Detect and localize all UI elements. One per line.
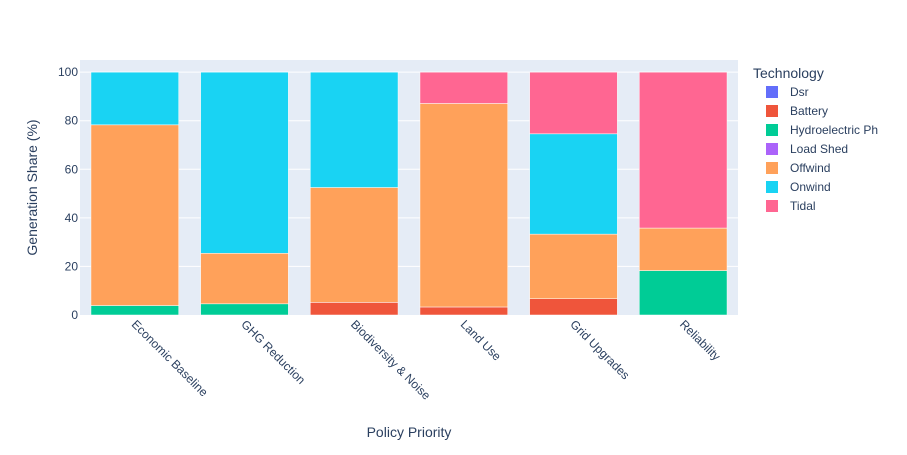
legend-swatch[interactable] <box>766 86 778 98</box>
legend-swatch[interactable] <box>766 124 778 136</box>
y-axis-title: Generation Share (%) <box>24 119 40 255</box>
legend-swatch[interactable] <box>766 143 778 155</box>
x-tick-label: Biodiversity & Noise <box>348 317 434 403</box>
bar-segment <box>529 133 618 235</box>
y-tick-label: 60 <box>65 162 79 176</box>
legend-item-label[interactable]: Offwind <box>790 161 830 175</box>
legend: Technology Dsr Battery Hydroelectric Ph Loa… <box>753 65 878 213</box>
bar-segment <box>90 124 179 306</box>
legend-item-label[interactable]: Onwind <box>790 180 831 194</box>
bar-segment <box>639 227 728 271</box>
bar-segment <box>639 270 728 316</box>
gridlines <box>80 71 738 267</box>
x-axis-title: Policy Priority <box>367 424 452 440</box>
bars <box>90 71 728 316</box>
x-tick-label: Grid Upgrades <box>567 317 632 382</box>
bar-segment <box>200 303 289 316</box>
legend-item-label[interactable]: Dsr <box>790 85 809 99</box>
y-tick-label: 80 <box>65 114 79 128</box>
legend-swatch[interactable] <box>766 162 778 174</box>
legend-item-label[interactable]: Load Shed <box>790 142 848 156</box>
legend-item-label[interactable]: Tidal <box>790 199 816 213</box>
legend-item-label[interactable]: Battery <box>790 104 828 118</box>
legend-swatch[interactable] <box>766 105 778 117</box>
x-tick-label: GHG Reduction <box>238 317 308 387</box>
plot-area-background <box>80 60 738 315</box>
y-tick-label: 40 <box>65 211 79 225</box>
legend-item-label[interactable]: Hydroelectric Ph <box>790 123 878 137</box>
bar-segment <box>419 103 508 308</box>
x-tick-label: Reliability <box>677 317 723 363</box>
y-tick-label: 100 <box>58 65 78 79</box>
bar-segment <box>310 71 399 188</box>
legend-swatch[interactable] <box>766 200 778 212</box>
bar-segment <box>529 71 618 135</box>
bar-segment <box>529 233 618 299</box>
x-tick-label: Land Use <box>458 317 504 363</box>
bar-segment <box>90 71 179 126</box>
y-axis-ticks: 0 20 40 60 80 100 <box>58 65 78 322</box>
bar-segment <box>419 306 508 316</box>
x-axis-ticks: Economic Baseline GHG Reduction Biodiversi… <box>129 317 724 403</box>
bar-segment <box>639 71 728 229</box>
y-tick-label: 20 <box>65 259 79 273</box>
bar-segment <box>200 253 289 305</box>
bar-segment <box>529 298 618 316</box>
bar-segment <box>90 305 179 316</box>
y-tick-label: 0 <box>71 308 78 322</box>
x-tick-label: Economic Baseline <box>129 317 211 399</box>
legend-title: Technology <box>753 65 824 81</box>
bar-segment <box>310 187 399 303</box>
bar-segment <box>310 302 399 316</box>
bar-segment <box>419 71 508 104</box>
legend-swatch[interactable] <box>766 181 778 193</box>
bar-segment <box>200 71 289 254</box>
